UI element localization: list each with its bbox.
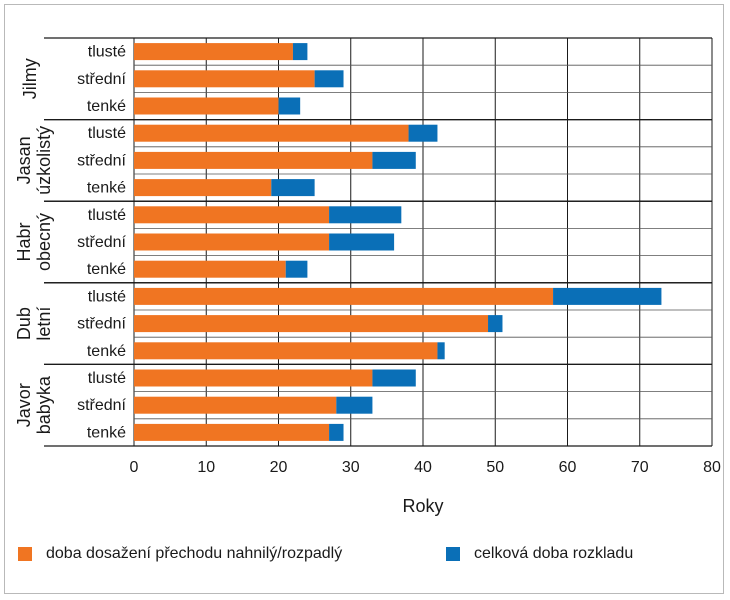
group-label-line-1-0: Jasan <box>14 136 34 184</box>
category-label-3-1: střední <box>77 316 126 333</box>
group-label-0: Jilmy <box>20 58 40 99</box>
category-label-0-2: tenké <box>87 98 126 115</box>
bar-decomposition-4-1 <box>336 396 373 414</box>
bar-decomposition-2-1 <box>329 233 395 251</box>
stacked-bar-chart: tlusté střední tenké Jilmy tlusté střední tenk… <box>14 37 721 516</box>
bar-decomposition-0-2 <box>278 97 301 115</box>
bar-transition-1-0 <box>134 124 409 142</box>
x-tick-label-2: 20 <box>270 459 288 476</box>
bar-transition-2-2 <box>134 260 286 278</box>
bar-transition-2-0 <box>134 206 330 224</box>
category-label-2-0: tlusté <box>88 207 126 224</box>
bar-decomposition-2-0 <box>329 206 402 224</box>
bar-transition-3-2 <box>134 342 438 360</box>
bar-decomposition-2-2 <box>285 260 308 278</box>
bar-transition-3-1 <box>134 315 489 333</box>
category-label-0-0: tlusté <box>88 44 126 61</box>
group-label-line-3-0: Dub <box>14 307 34 340</box>
category-label-2-1: střední <box>77 234 126 251</box>
bar-transition-0-1 <box>134 70 315 88</box>
group-label-line-4-0: Javor <box>14 383 34 427</box>
group-label-line-0-0: Jilmy <box>20 58 40 99</box>
bar-transition-3-0 <box>134 287 554 305</box>
x-tick-label-4: 40 <box>414 459 432 476</box>
legend-label-transition: doba dosažení přechodu nahnilý/rozpadlý <box>46 545 343 562</box>
x-tick-label-5: 50 <box>486 459 504 476</box>
category-label-0-1: střední <box>77 71 126 88</box>
group-label-2: Habrobecný <box>14 213 54 271</box>
bar-transition-4-2 <box>134 423 330 441</box>
group-label-4: Javorbabyka <box>14 375 54 434</box>
group-label-line-3-1: letní <box>34 307 54 341</box>
bar-decomposition-0-0 <box>292 43 308 61</box>
legend-item-transition: doba dosažení přechodu nahnilý/rozpadlý <box>18 545 342 563</box>
bar-transition-0-2 <box>134 97 279 115</box>
bar-decomposition-3-0 <box>553 287 662 305</box>
legend-swatch-transition <box>18 547 32 561</box>
bar-transition-4-0 <box>134 369 373 387</box>
category-label-4-2: tenké <box>87 424 126 441</box>
group-label-line-2-0: Habr <box>14 222 34 261</box>
x-tick-label-3: 30 <box>342 459 360 476</box>
category-label-3-2: tenké <box>87 343 126 360</box>
bar-transition-0-0 <box>134 43 293 61</box>
bar-transition-4-1 <box>134 396 337 414</box>
legend-item-decomposition: celková doba rozkladu <box>446 545 633 563</box>
group-label-line-1-1: úzkolistý <box>34 126 54 195</box>
category-label-4-0: tlusté <box>88 370 126 387</box>
bar-decomposition-4-2 <box>329 423 344 441</box>
bar-decomposition-3-2 <box>437 342 445 360</box>
chart-frame <box>4 4 724 594</box>
x-tick-label-6: 60 <box>559 459 577 476</box>
bar-decomposition-1-0 <box>408 124 438 142</box>
legend-swatch-decomposition <box>446 547 460 561</box>
bar-transition-1-1 <box>134 151 373 169</box>
category-label-3-0: tlusté <box>88 288 126 305</box>
bar-decomposition-3-1 <box>488 315 503 333</box>
category-label-4-1: střední <box>77 397 126 414</box>
bar-transition-2-1 <box>134 233 330 251</box>
legend-label-decomposition: celková doba rozkladu <box>474 545 634 562</box>
bar-decomposition-4-0 <box>372 369 416 387</box>
bar-decomposition-0-1 <box>314 70 344 88</box>
group-label-line-2-1: obecný <box>34 213 54 271</box>
x-axis-title: Roky <box>402 496 443 516</box>
category-label-1-0: tlusté <box>88 125 126 142</box>
bar-decomposition-1-1 <box>372 151 416 169</box>
legend: doba dosažení přechodu nahnilý/rozpadlý … <box>0 545 730 569</box>
x-tick-label-8: 80 <box>703 459 721 476</box>
bar-decomposition-1-2 <box>271 179 315 197</box>
category-label-1-1: střední <box>77 152 126 169</box>
x-tick-label-1: 10 <box>197 459 215 476</box>
x-tick-label-7: 70 <box>631 459 649 476</box>
group-label-line-4-1: babyka <box>34 375 54 434</box>
x-tick-label-0: 0 <box>130 459 139 476</box>
group-label-3: Dubletní <box>14 307 54 341</box>
category-label-2-2: tenké <box>87 261 126 278</box>
group-label-1: Jasanúzkolistý <box>14 126 54 195</box>
category-label-1-2: tenké <box>87 180 126 197</box>
bar-transition-1-2 <box>134 179 272 197</box>
